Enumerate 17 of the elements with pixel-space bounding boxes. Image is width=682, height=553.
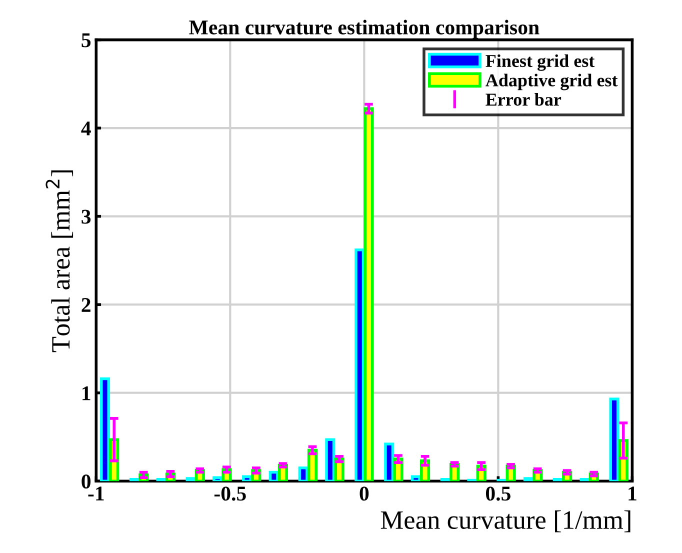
x-tick-label: 0.5	[486, 486, 510, 501]
chart-title: Mean curvature estimation comparison	[189, 20, 540, 39]
legend-label: Finest grid est	[486, 54, 595, 71]
x-tick-label: 0	[360, 486, 369, 501]
y-tick-label: 0	[82, 474, 91, 489]
x-tick-label: -0.5	[214, 486, 246, 501]
y-tick-label: 4	[81, 122, 91, 136]
annotation: Error bar	[486, 93, 562, 106]
y-axis-title: Total area [mm$^{2}$]	[46, 170, 74, 352]
y-tick-label: 3	[82, 210, 91, 224]
y-tick-label: 1	[82, 386, 90, 400]
x-tick-label: 1	[628, 486, 636, 500]
y-tick-label: 2	[82, 298, 90, 312]
x-axis-title: Mean curvature [1/mm]	[380, 510, 630, 532]
legend-label: Adaptive grid est	[486, 74, 618, 90]
x-tick-label: -1	[88, 486, 104, 500]
y-tick-label: 5	[82, 33, 91, 48]
